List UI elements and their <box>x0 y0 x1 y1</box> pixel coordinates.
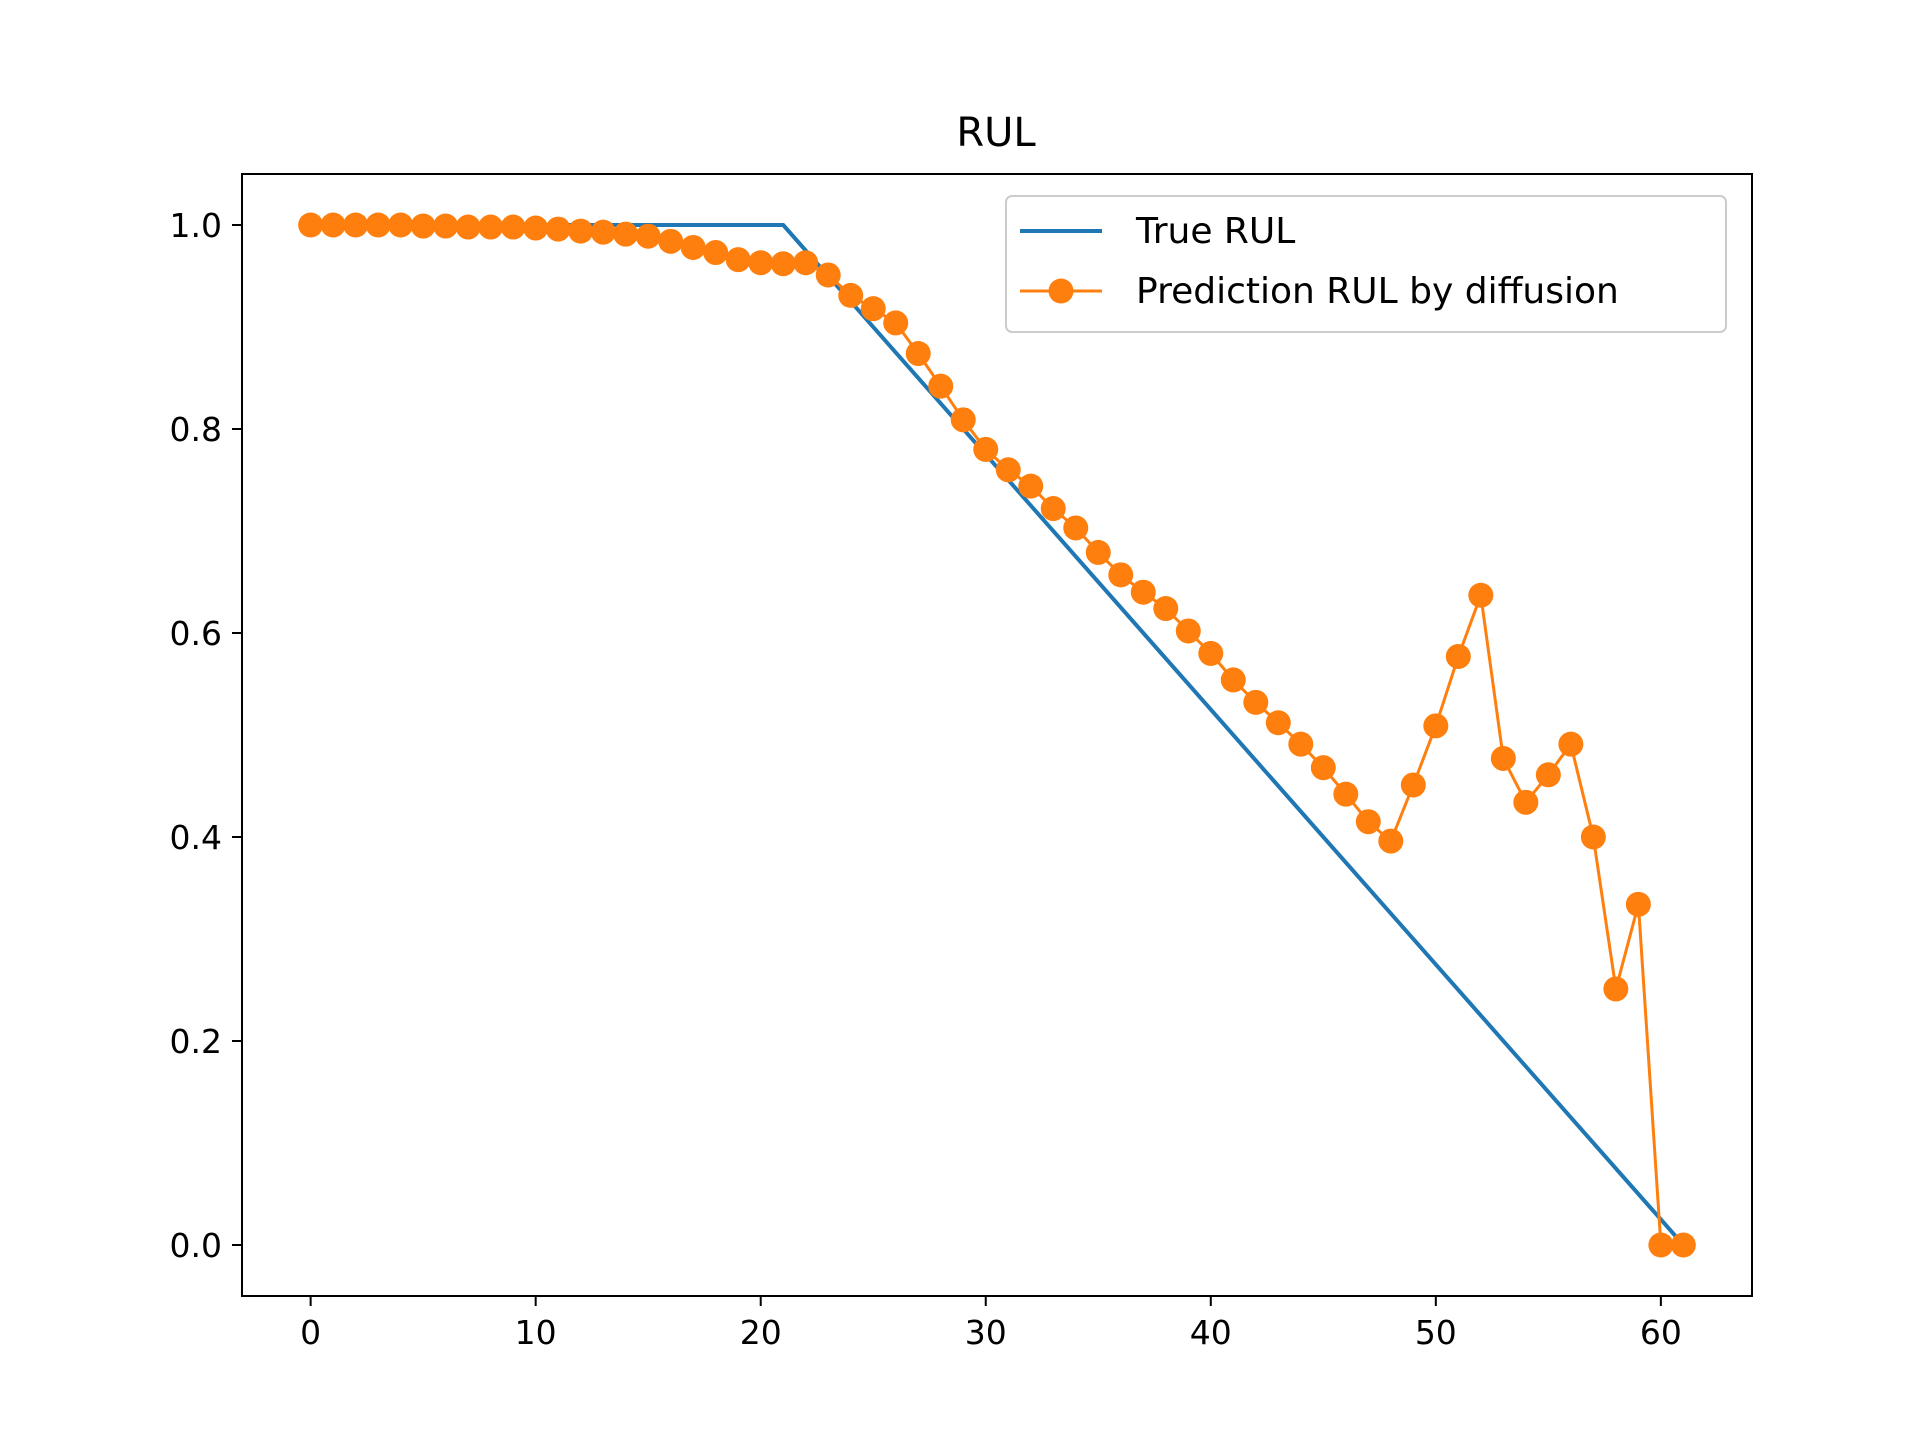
series-point-2-18 <box>703 240 729 266</box>
axes: 0 10 20 30 40 50 60 0.0 0.2 0.4 0.6 0.8 1.0 <box>170 173 1753 1352</box>
x-tick-label-5: 50 <box>1415 1313 1457 1352</box>
series-point-2-0 <box>298 212 324 238</box>
series-point-2-35 <box>1085 539 1111 565</box>
y-tick-label-4: 0.8 <box>170 410 222 449</box>
y-tick-label-2: 0.4 <box>170 818 222 857</box>
series-point-2-13 <box>590 219 616 245</box>
series-point-2-39 <box>1175 618 1201 644</box>
series-point-2-43 <box>1265 710 1291 736</box>
series-point-2-2 <box>343 212 369 238</box>
series-point-2-37 <box>1130 579 1156 605</box>
y-tick-label-3: 0.6 <box>170 614 222 653</box>
y-tick-label-0: 0.0 <box>170 1226 222 1265</box>
series-point-2-41 <box>1220 667 1246 693</box>
series-point-2-21 <box>770 251 796 277</box>
series-point-2-14 <box>613 221 639 247</box>
series-point-2-4 <box>388 212 414 238</box>
series-point-2-61 <box>1670 1232 1696 1258</box>
series-point-2-5 <box>410 213 436 239</box>
series-point-2-29 <box>950 407 976 433</box>
series-point-2-55 <box>1535 762 1561 788</box>
legend-label-1: True RUL <box>1135 211 1295 252</box>
series-point-2-34 <box>1063 515 1089 541</box>
series-point-2-46 <box>1333 781 1359 807</box>
series-point-2-49 <box>1400 772 1426 798</box>
series-point-2-52 <box>1468 582 1494 608</box>
x-tick-label-4: 40 <box>1190 1313 1232 1352</box>
series-point-2-7 <box>455 214 481 240</box>
series-point-2-9 <box>500 214 526 240</box>
series-point-2-47 <box>1355 809 1381 835</box>
series-point-2-51 <box>1445 643 1471 669</box>
series-point-2-8 <box>478 214 504 240</box>
series-point-2-28 <box>928 373 954 399</box>
series-point-2-32 <box>1018 473 1044 499</box>
series-point-2-36 <box>1108 562 1134 588</box>
series-point-2-23 <box>815 262 841 288</box>
series-point-2-42 <box>1243 689 1269 715</box>
y-tick-label-5: 1.0 <box>170 206 222 245</box>
legend-label-2: Prediction RUL by diffusion <box>1136 271 1619 312</box>
series-point-2-50 <box>1423 713 1449 739</box>
series-point-2-27 <box>905 341 931 367</box>
series-point-2-6 <box>433 213 459 239</box>
series-point-2-33 <box>1040 496 1066 522</box>
series-point-2-54 <box>1513 789 1539 815</box>
series-point-2-11 <box>545 216 571 242</box>
legend-box <box>1005 195 1727 333</box>
x-tick-label-6: 60 <box>1640 1313 1682 1352</box>
series-point-2-1 <box>320 212 346 238</box>
series-point-2-22 <box>793 250 819 276</box>
series-point-2-45 <box>1310 755 1336 781</box>
series-point-2-12 <box>568 218 594 244</box>
series-point-2-60 <box>1648 1232 1674 1258</box>
x-tick-label-2: 20 <box>740 1313 782 1352</box>
x-tick-label-3: 30 <box>965 1313 1007 1352</box>
x-tick-label-1: 10 <box>515 1313 557 1352</box>
series-point-2-31 <box>995 457 1021 483</box>
series-point-2-58 <box>1603 976 1629 1002</box>
series-point-2-3 <box>365 212 391 238</box>
series-point-2-19 <box>725 247 751 273</box>
series-point-2-56 <box>1558 731 1584 757</box>
plot-area <box>298 212 1696 1258</box>
legend: True RUL Prediction RUL by diffusion <box>1005 195 1727 333</box>
series-point-2-26 <box>883 310 909 336</box>
legend-marker-2 <box>1048 278 1074 304</box>
series-point-2-44 <box>1288 731 1314 757</box>
series-point-2-59 <box>1625 891 1651 917</box>
series-point-2-30 <box>973 436 999 462</box>
series-point-2-38 <box>1153 596 1179 622</box>
axes-frame <box>241 173 1753 1297</box>
series-point-2-57 <box>1580 824 1606 850</box>
series-point-2-17 <box>680 234 706 260</box>
series-point-2-48 <box>1378 828 1404 854</box>
y-tick-label-1: 0.2 <box>170 1022 222 1061</box>
chart-title: RUL <box>956 110 1036 156</box>
series-point-2-15 <box>635 223 661 249</box>
series-point-2-24 <box>838 282 864 308</box>
x-tick-label-0: 0 <box>300 1313 321 1352</box>
series-point-2-16 <box>658 228 684 254</box>
series-point-2-40 <box>1198 640 1224 666</box>
series-point-2-20 <box>748 250 774 276</box>
series-point-2-25 <box>860 296 886 322</box>
series-point-2-53 <box>1490 745 1516 771</box>
series-point-2-10 <box>523 215 549 241</box>
